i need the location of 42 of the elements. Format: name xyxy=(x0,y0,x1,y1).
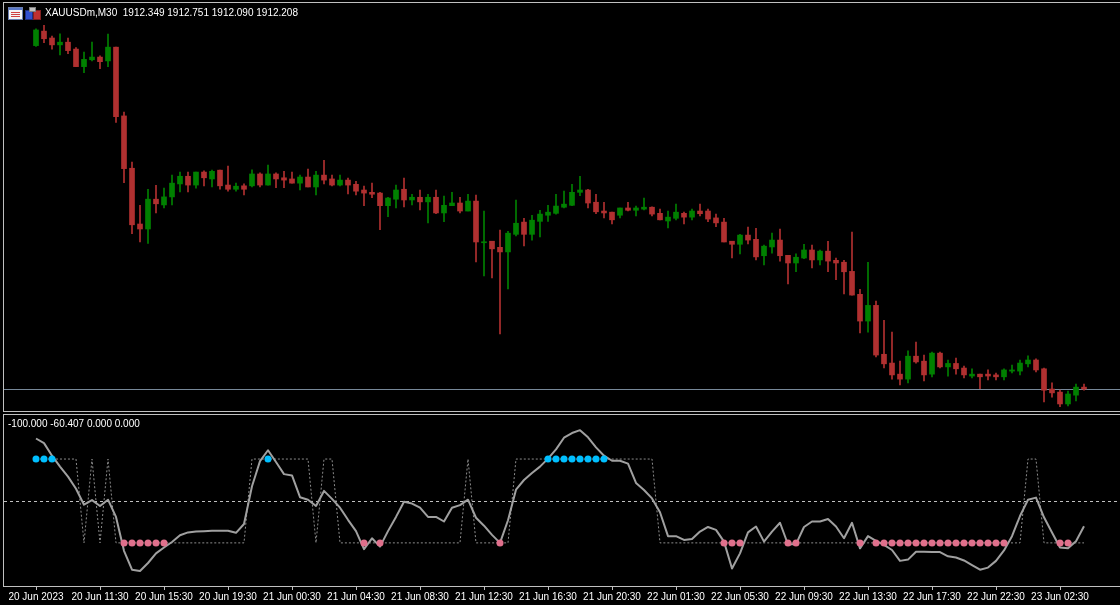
candlestick xyxy=(481,210,487,277)
x-tick-label: 21 Jun 20:30 xyxy=(583,590,642,602)
candlestick xyxy=(561,190,567,209)
candlestick xyxy=(321,159,327,185)
chart-title: XAUUSDm,M30 1912.349 1912.751 1912.090 1912.208 xyxy=(45,7,298,19)
candlestick xyxy=(225,165,231,192)
x-tick-label: 20 Jun 19:30 xyxy=(199,590,258,602)
candlestick xyxy=(153,185,159,214)
x-tick-label: 21 Jun 08:30 xyxy=(391,590,450,602)
candlestick xyxy=(897,360,903,386)
chart-title: -100.000 -60.407 0.000 0.000 xyxy=(8,418,140,430)
x-tick-label: 20 Jun 11:30 xyxy=(71,590,129,602)
candlestick xyxy=(833,257,839,281)
x-tick-label: 23 Jun 02:30 xyxy=(1031,590,1090,602)
x-tick-label: 22 Jun 09:30 xyxy=(775,590,834,602)
candlestick xyxy=(865,261,871,333)
candlestick xyxy=(977,373,983,389)
x-tick-label: 21 Jun 04:30 xyxy=(327,590,386,602)
candlestick xyxy=(281,170,287,189)
candlestick xyxy=(665,210,671,229)
candlestick xyxy=(881,319,887,369)
x-tick-label: 21 Jun 16:30 xyxy=(519,590,578,602)
candlestick xyxy=(729,240,735,259)
candlestick xyxy=(545,204,551,222)
candlestick xyxy=(449,191,455,207)
candlestick xyxy=(577,175,583,197)
candlestick xyxy=(369,182,375,198)
x-tick-label: 22 Jun 22:30 xyxy=(967,590,1026,602)
candlestick xyxy=(89,41,95,62)
x-tick-label: 22 Jun 13:30 xyxy=(839,590,898,602)
x-tick-label: 21 Jun 12:30 xyxy=(455,590,514,602)
candlestick xyxy=(137,204,143,243)
x-tick-label: 22 Jun 17:30 xyxy=(903,590,962,602)
x-tick-label: 22 Jun 05:30 xyxy=(711,590,770,602)
candlestick xyxy=(425,193,431,224)
candlestick xyxy=(497,229,503,335)
x-tick-label: 22 Jun 01:30 xyxy=(647,590,706,602)
x-tick-label: 21 Jun 00:30 xyxy=(263,590,322,602)
x-tick-label: 20 Jun 2023 xyxy=(8,590,64,602)
candlestick xyxy=(489,240,495,279)
x-tick-label: 20 Jun 15:30 xyxy=(135,590,194,602)
candlestick xyxy=(57,33,63,56)
